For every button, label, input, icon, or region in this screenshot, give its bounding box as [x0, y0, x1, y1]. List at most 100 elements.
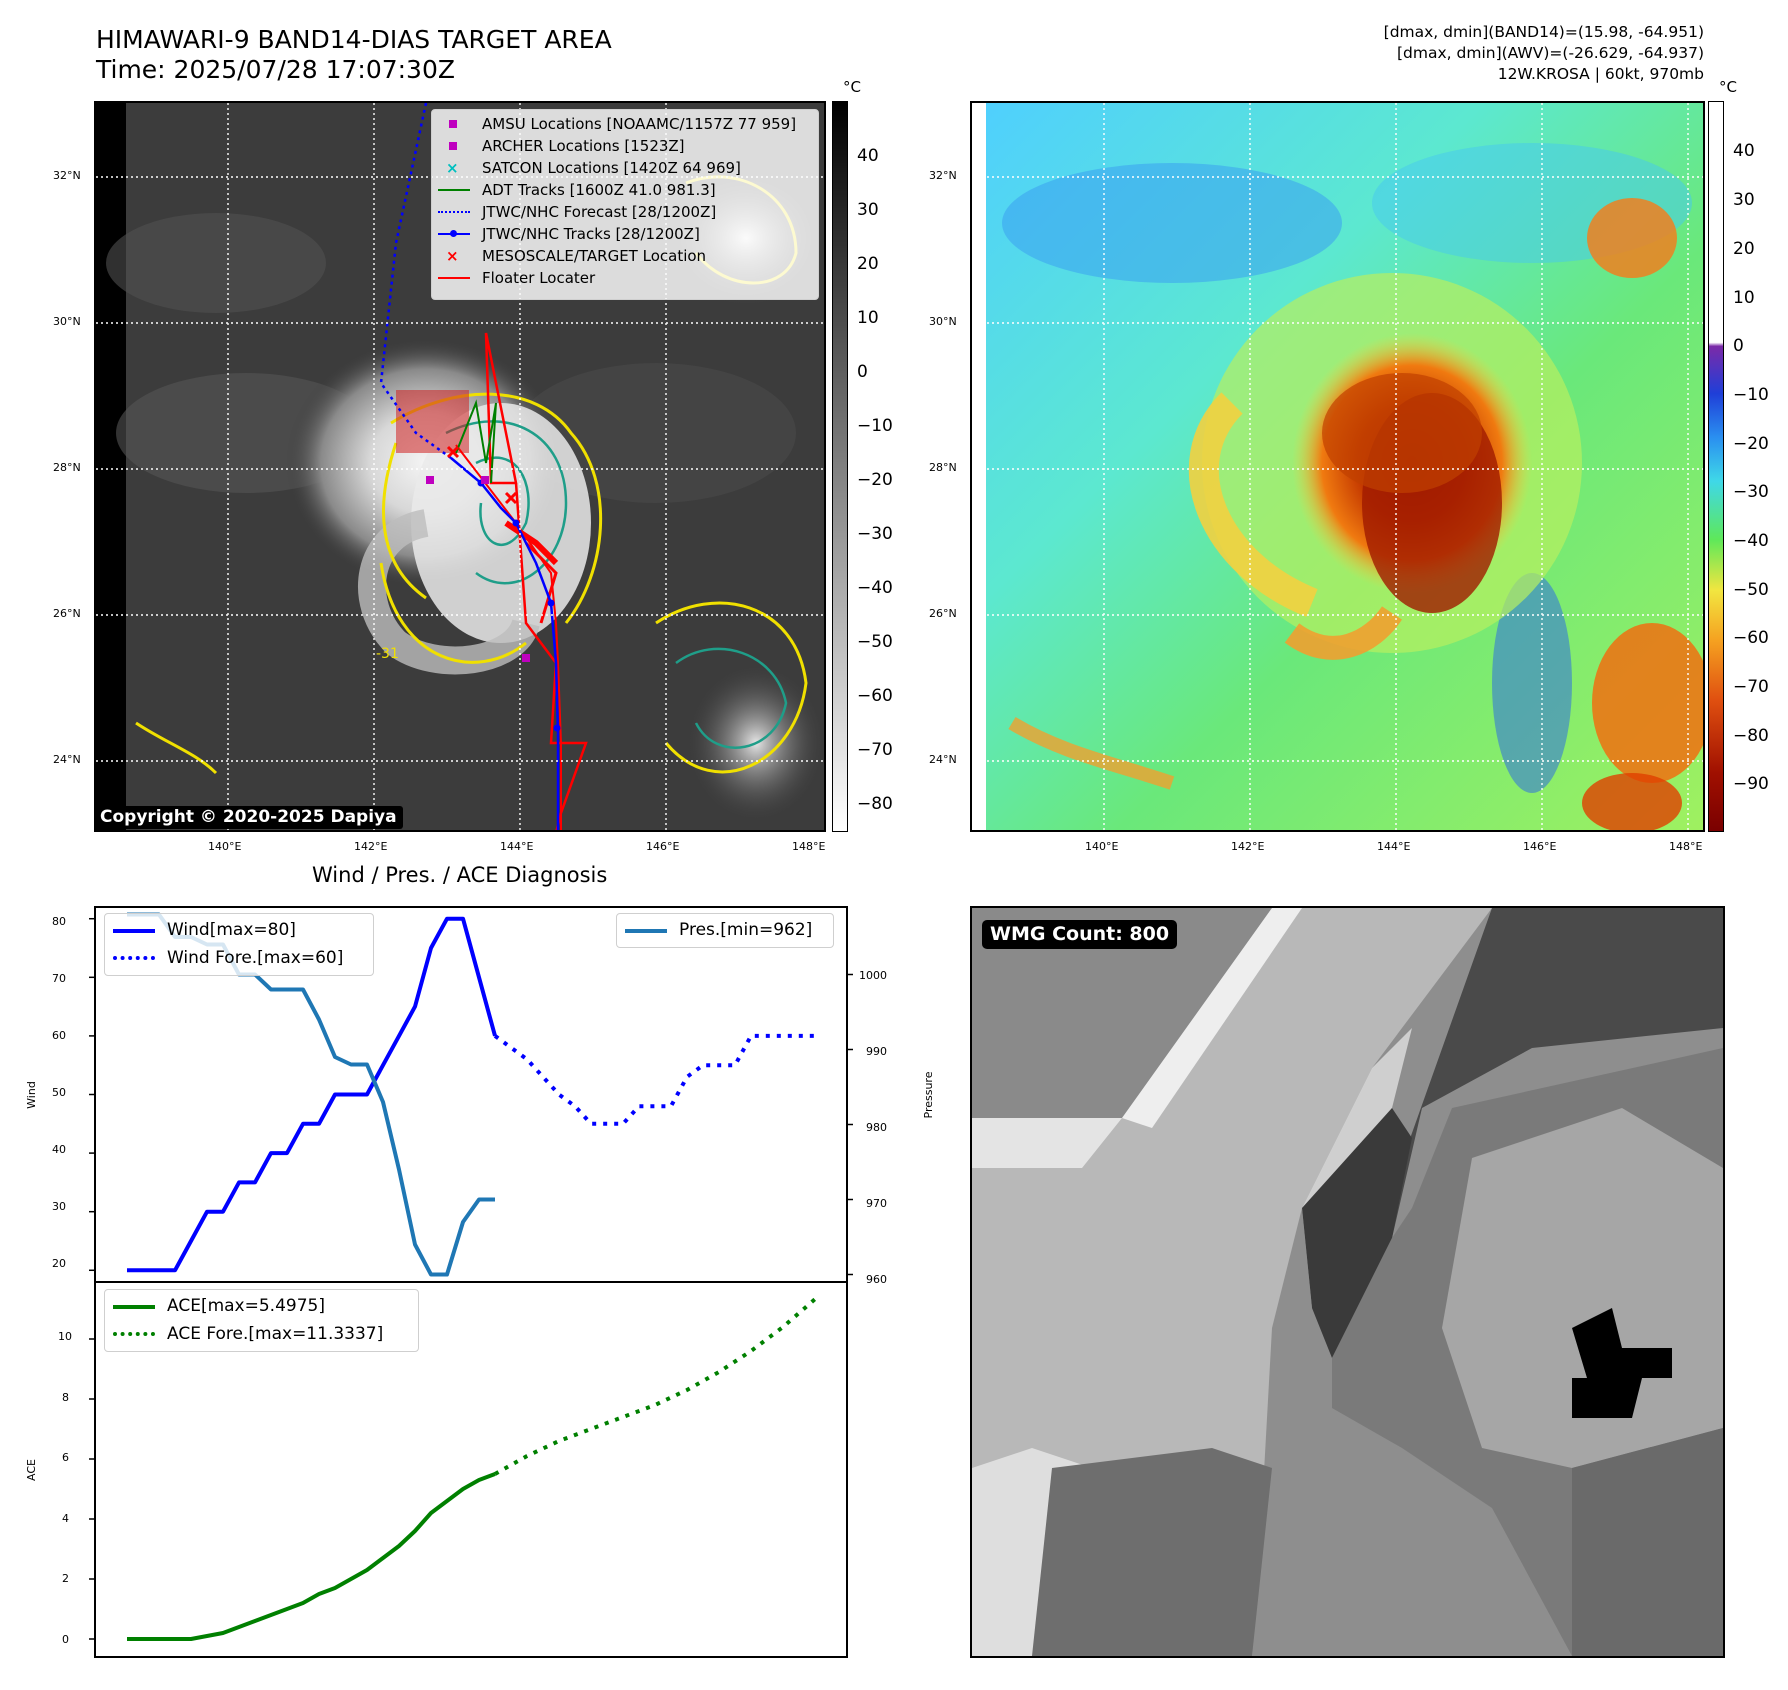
wmg-canvas — [972, 908, 1723, 1656]
line-marker-icon — [113, 929, 155, 933]
ir-cbar-tick: −50 — [857, 632, 893, 652]
ace-tick: 4 — [62, 1512, 69, 1525]
line-marker-icon — [113, 1305, 155, 1309]
lon-label: 140°E — [208, 840, 242, 853]
chart-title: HIMAWARI-9 BAND14-DIAS TARGET AREA — [96, 25, 612, 54]
ace-tick: 6 — [62, 1451, 69, 1464]
legend-label: SATCON Locations [1420Z 64 969] — [482, 159, 741, 177]
wind-legend: Wind[max=80] Wind Fore.[max=60] — [104, 913, 374, 976]
meta-band14-range: [dmax, dmin](BAND14)=(15.98, -64.951) — [1383, 23, 1704, 41]
lat-label: 30°N — [929, 315, 957, 328]
square-marker-icon — [449, 142, 457, 150]
square-marker-icon — [449, 120, 457, 128]
legend-label: ACE Fore.[max=11.3337] — [167, 1324, 384, 1344]
wv-cbar-tick: 10 — [1733, 288, 1755, 308]
ir-cbar-tick: −30 — [857, 524, 893, 544]
lat-label: 32°N — [53, 169, 81, 182]
ir-cbar-tick: 30 — [857, 200, 879, 220]
wv-cbar-tick: −90 — [1733, 774, 1769, 794]
lon-label: 142°E — [354, 840, 388, 853]
meta-awv-range: [dmax, dmin](AWV)=(-26.629, -64.937) — [1397, 44, 1704, 62]
x-marker-icon: × — [446, 159, 459, 177]
legend-label: ARCHER Locations [1523Z] — [482, 137, 685, 155]
wv-cbar-tick: −30 — [1733, 482, 1769, 502]
ace-tick: 10 — [58, 1330, 72, 1343]
dot-marker-icon — [450, 230, 457, 237]
legend-label: ACE[max=5.4975] — [167, 1296, 325, 1316]
legend-label: JTWC/NHC Forecast [28/1200Z] — [482, 203, 717, 221]
legend-label: JTWC/NHC Tracks [28/1200Z] — [482, 225, 700, 243]
ir-cbar-tick: 0 — [857, 362, 868, 382]
legend-label: Floater Locater — [482, 269, 596, 287]
wind-tick: 20 — [52, 1257, 66, 1270]
legend-label: Wind[max=80] — [167, 920, 296, 940]
series-line-wind-1 — [493, 1033, 815, 1126]
ir-cbar-tick: −20 — [857, 470, 893, 490]
ir-cbar-tick: −40 — [857, 578, 893, 598]
wv-colorbar-unit: °C — [1719, 78, 1737, 96]
ace-tick: 0 — [62, 1633, 69, 1646]
lon-label: 144°E — [500, 840, 534, 853]
ir-cbar-tick: −80 — [857, 794, 893, 814]
ir-colorbar-unit: °C — [843, 78, 861, 96]
lon-label: 142°E — [1231, 840, 1265, 853]
ir-colorbar — [832, 101, 848, 832]
wv-colorbar — [1708, 101, 1724, 832]
pressure-tick: 1000 — [859, 969, 887, 982]
ir-cbar-tick: 20 — [857, 254, 879, 274]
legend-label: AMSU Locations [NOAAMC/1157Z 77 959] — [482, 115, 797, 133]
legend-label: Wind Fore.[max=60] — [167, 948, 344, 968]
copyright-badge: Copyright © 2020-2025 Dapiya — [94, 806, 403, 829]
lat-label: 28°N — [53, 461, 81, 474]
wind-tick: 40 — [52, 1143, 66, 1156]
wv-cbar-tick: −20 — [1733, 434, 1769, 454]
pressure-tick: 980 — [866, 1121, 887, 1134]
wv-cbar-tick: −80 — [1733, 726, 1769, 746]
pressure-tick: 970 — [866, 1197, 887, 1210]
ir-cbar-tick: −70 — [857, 740, 893, 760]
wv-satellite-map[interactable] — [970, 101, 1705, 832]
wmg-count-badge: WMG Count: 800 — [982, 920, 1178, 949]
wv-map-canvas — [972, 103, 1703, 830]
line-marker-icon — [438, 277, 470, 279]
lat-label: 26°N — [53, 607, 81, 620]
line-marker-icon — [625, 929, 667, 933]
pressure-axis-label: Pressure — [922, 1071, 935, 1118]
lon-label: 140°E — [1085, 840, 1119, 853]
lat-label: 26°N — [929, 607, 957, 620]
ace-plot-frame — [94, 1281, 848, 1658]
series-line-wind-0 — [127, 916, 497, 1273]
wind-tick: 70 — [52, 972, 66, 985]
ace-tick: 2 — [62, 1572, 69, 1585]
dotted-line-icon — [438, 211, 470, 213]
lat-label: 24°N — [53, 753, 81, 766]
lon-label: 148°E — [1669, 840, 1703, 853]
line-marker-icon — [438, 189, 470, 191]
wv-cbar-tick: −70 — [1733, 677, 1769, 697]
lat-label: 30°N — [53, 315, 81, 328]
ir-legend: AMSU Locations [NOAAMC/1157Z 77 959] ARC… — [431, 109, 819, 300]
ir-satellite-map[interactable]: -31 AMSU Location — [94, 101, 826, 832]
x-marker-icon: × — [446, 247, 459, 265]
wv-cbar-tick: 0 — [1733, 336, 1744, 356]
ir-cbar-tick: 40 — [857, 146, 879, 166]
lon-label: 146°E — [1523, 840, 1557, 853]
lon-label: 144°E — [1377, 840, 1411, 853]
lat-label: 32°N — [929, 169, 957, 182]
pressure-legend: Pres.[min=962] — [616, 913, 834, 948]
diagnosis-chart: Wind Pressure ACE — [25, 906, 935, 1658]
pressure-tick: 990 — [866, 1045, 887, 1058]
wv-cbar-tick: 30 — [1733, 190, 1755, 210]
wind-tick: 50 — [52, 1086, 66, 1099]
meta-storm-info: 12W.KROSA | 60kt, 970mb — [1497, 65, 1704, 83]
legend-label: Pres.[min=962] — [679, 920, 813, 940]
wmg-image-panel[interactable]: WMG Count: 800 — [970, 906, 1725, 1658]
wv-cbar-tick: −10 — [1733, 385, 1769, 405]
wind-tick: 30 — [52, 1200, 66, 1213]
dotted-line-icon — [113, 1332, 155, 1336]
dotted-line-icon — [113, 956, 155, 960]
lon-label: 146°E — [646, 840, 680, 853]
pressure-tick: 960 — [866, 1273, 887, 1286]
lat-label: 28°N — [929, 461, 957, 474]
wv-cbar-tick: −40 — [1733, 531, 1769, 551]
